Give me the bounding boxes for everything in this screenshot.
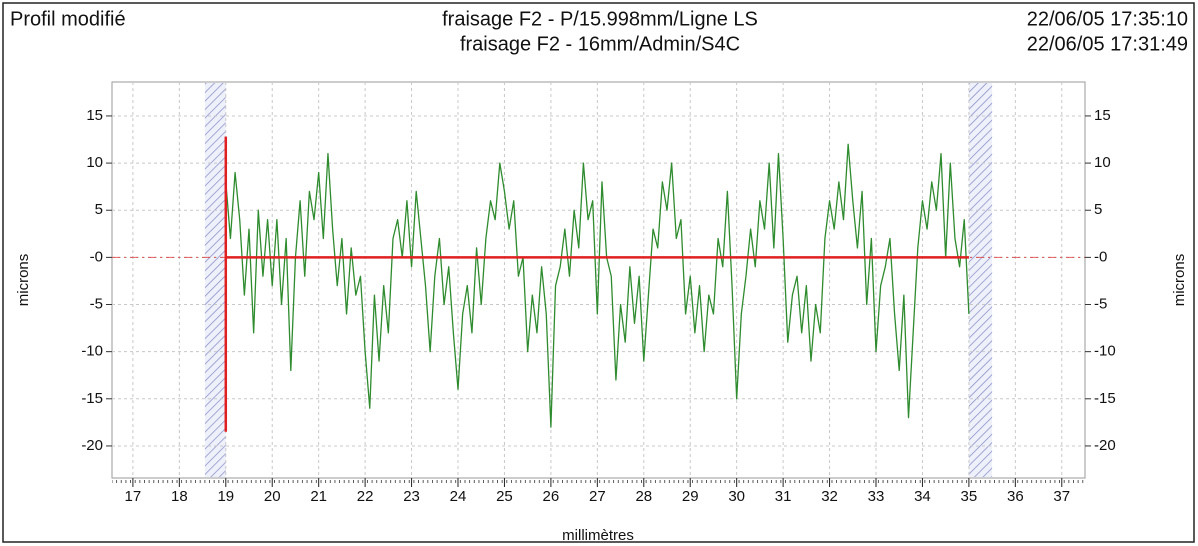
x-tick-label: 21 — [310, 488, 327, 505]
x-tick-label: 30 — [728, 488, 745, 505]
chart-title: Profil modifié — [10, 8, 126, 30]
y-tick-label: 10 — [86, 154, 103, 171]
y-tick-label: -10 — [81, 343, 103, 360]
x-tick-label: 17 — [125, 488, 142, 505]
x-tick-label: 22 — [357, 488, 374, 505]
x-tick-label: 24 — [450, 488, 467, 505]
x-tick-label: 20 — [264, 488, 281, 505]
y2-tick-label: 10 — [1094, 154, 1111, 171]
y-tick-label: 15 — [86, 107, 103, 124]
x-axis-label: millimètres — [562, 527, 634, 544]
x-tick-label: 34 — [914, 488, 931, 505]
y2-tick-label: -5 — [1094, 295, 1107, 312]
timestamp: 22/06/05 17:31:49 — [1027, 33, 1188, 55]
y-tick-label: 5 — [95, 201, 103, 218]
y2-tick-label: -0 — [1094, 248, 1107, 265]
minor-ticks — [112, 478, 1085, 483]
y-tick-label: -20 — [81, 437, 103, 454]
x-tick-label: 27 — [589, 488, 606, 505]
x-tick-label: 18 — [171, 488, 188, 505]
x-tick-label: 31 — [775, 488, 792, 505]
y2-tick-label: -10 — [1094, 343, 1116, 360]
y-tick-label: -0 — [90, 248, 103, 265]
y-axis-label: microns — [15, 254, 32, 307]
excluded-zone — [968, 83, 993, 477]
x-tick-label: 19 — [217, 488, 234, 505]
y2-axis-label: microns — [1171, 254, 1188, 307]
subtitle: fraisage F2 - 16mm/Admin/S4C — [460, 33, 740, 55]
y2-tick-label: -15 — [1094, 390, 1116, 407]
x-tick-label: 33 — [868, 488, 885, 505]
profile-line — [225, 143, 970, 428]
y-tick-label: -5 — [90, 295, 103, 312]
excluded-zone — [204, 83, 226, 477]
y-tick-label: -15 — [81, 390, 103, 407]
x-tick-label: 26 — [543, 488, 560, 505]
x-tick-label: 29 — [682, 488, 699, 505]
x-tick-label: 32 — [821, 488, 838, 505]
y2-tick-label: 15 — [1094, 107, 1111, 124]
x-tick-label: 28 — [635, 488, 652, 505]
subtitle: fraisage F2 - P/15.998mm/Ligne LS — [442, 8, 758, 30]
x-tick-label: 23 — [403, 488, 420, 505]
x-tick-label: 25 — [496, 488, 513, 505]
x-tick-label: 37 — [1053, 488, 1070, 505]
y2-tick-label: 5 — [1094, 201, 1102, 218]
y2-tick-label: -20 — [1094, 437, 1116, 454]
timestamp: 22/06/05 17:35:10 — [1027, 8, 1188, 30]
x-tick-label: 35 — [961, 488, 978, 505]
x-tick-label: 36 — [1007, 488, 1024, 505]
